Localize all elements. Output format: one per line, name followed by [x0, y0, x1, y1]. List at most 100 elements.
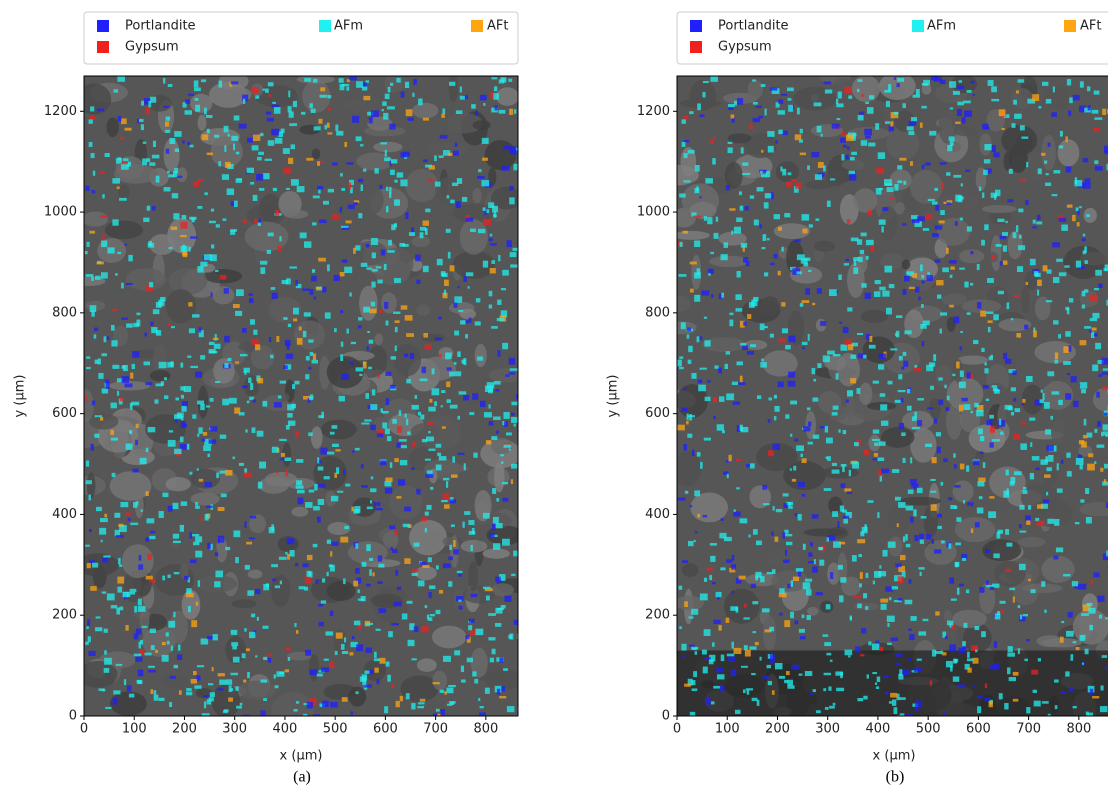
phase-speck: [87, 563, 91, 568]
phase-speck: [245, 429, 247, 432]
phase-speck: [300, 232, 307, 238]
phase-speck: [982, 124, 988, 130]
grain: [409, 520, 447, 556]
phase-speck: [437, 714, 440, 717]
phase-speck: [882, 207, 888, 211]
phase-speck: [818, 547, 823, 550]
phase-speck: [1094, 90, 1100, 94]
phase-speck: [937, 526, 942, 529]
phase-speck: [1016, 90, 1019, 93]
phase-speck: [307, 702, 313, 709]
grain: [861, 310, 889, 323]
phase-speck: [450, 405, 458, 409]
phase-speck: [690, 505, 692, 508]
phase-speck: [788, 381, 796, 387]
phase-speck: [168, 84, 173, 87]
phase-speck: [866, 573, 869, 578]
phase-speck: [100, 171, 105, 174]
grain: [682, 563, 699, 577]
phase-speck: [283, 148, 290, 154]
phase-speck: [396, 701, 400, 707]
phase-speck: [684, 601, 688, 607]
phase-speck: [377, 433, 383, 437]
phase-speck: [456, 110, 463, 114]
x-tick-label: 800: [473, 722, 498, 737]
legend-label: AFm: [334, 19, 363, 34]
phase-speck: [1090, 318, 1097, 321]
phase-speck: [816, 710, 821, 713]
phase-speck: [502, 498, 508, 502]
phase-speck: [149, 536, 155, 539]
phase-speck: [1098, 284, 1102, 288]
phase-speck: [191, 218, 194, 223]
phase-speck: [102, 388, 108, 393]
phase-speck: [684, 388, 687, 390]
phase-speck: [1094, 160, 1098, 164]
phase-speck: [366, 544, 370, 551]
phase-speck: [189, 328, 195, 333]
phase-speck: [273, 188, 277, 191]
phase-speck: [340, 537, 348, 543]
phase-speck: [125, 513, 131, 516]
grain: [763, 616, 776, 650]
phase-speck: [1085, 488, 1089, 494]
phase-speck: [395, 327, 398, 332]
phase-speck: [188, 606, 191, 612]
phase-speck: [894, 77, 896, 80]
phase-speck: [437, 259, 443, 265]
phase-speck: [990, 587, 994, 590]
phase-speck: [825, 426, 828, 433]
phase-speck: [1047, 445, 1054, 451]
phase-speck: [878, 364, 884, 369]
phase-speck: [826, 653, 831, 656]
phase-speck: [90, 106, 94, 111]
phase-speck: [257, 431, 264, 437]
phase-speck: [116, 608, 120, 615]
phase-speck: [121, 283, 124, 289]
phase-speck: [867, 107, 874, 114]
phase-speck: [503, 668, 508, 671]
phase-speck: [709, 575, 712, 580]
phase-speck: [287, 554, 290, 560]
phase-speck: [852, 555, 857, 561]
grain: [1051, 421, 1066, 444]
caption: (b): [886, 769, 905, 786]
phase-speck: [207, 153, 213, 156]
phase-speck: [376, 266, 381, 268]
phase-speck: [134, 606, 137, 613]
phase-speck: [945, 407, 949, 411]
phase-speck: [396, 78, 400, 83]
phase-speck: [712, 582, 716, 584]
grain: [496, 87, 519, 106]
phase-speck: [999, 419, 1001, 426]
phase-speck: [146, 491, 149, 496]
phase-speck: [1026, 282, 1028, 285]
phase-speck: [182, 215, 187, 219]
grain: [89, 413, 119, 429]
phase-speck: [787, 584, 791, 589]
phase-speck: [971, 411, 973, 414]
phase-speck: [781, 247, 783, 252]
phase-speck: [208, 683, 213, 685]
phase-speck: [203, 445, 211, 451]
phase-speck: [844, 87, 851, 93]
phase-speck: [337, 491, 343, 493]
phase-speck: [90, 586, 97, 591]
phase-speck: [903, 361, 908, 367]
phase-speck: [98, 359, 101, 365]
phase-speck: [1057, 488, 1063, 492]
phase-speck: [411, 703, 415, 709]
phase-speck: [988, 320, 993, 323]
phase-speck: [130, 403, 133, 410]
phase-speck: [391, 623, 399, 626]
phase-speck: [123, 592, 129, 597]
phase-speck: [224, 126, 229, 133]
phase-speck: [768, 146, 774, 153]
phase-speck: [1086, 517, 1092, 524]
phase-speck: [1098, 374, 1102, 377]
phase-speck: [318, 499, 325, 505]
phase-speck: [930, 491, 936, 493]
phase-speck: [509, 449, 511, 451]
legend-label: Portlandite: [718, 19, 789, 34]
phase-speck: [491, 260, 495, 264]
